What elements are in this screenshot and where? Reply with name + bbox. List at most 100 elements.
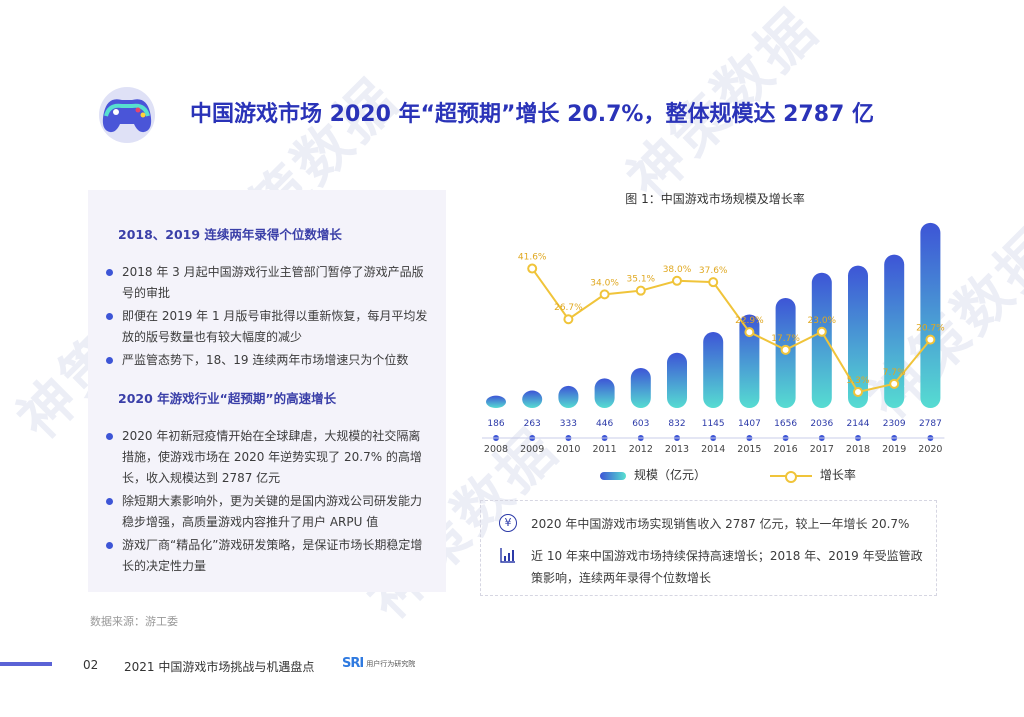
bar: [884, 254, 905, 408]
bar: [630, 367, 651, 408]
growth-point: [599, 289, 610, 300]
bullet-icon: [106, 498, 113, 505]
bullet-icon: [106, 357, 113, 364]
data-source: 数据来源：游工委: [90, 615, 178, 628]
growth-point: [889, 378, 900, 389]
bullet-text: 2018 年 3 月起中国游戏行业主管部门暂停了游戏产品版号的审批: [122, 265, 424, 300]
list-item: 即便在 2019 年 1 月版号审批得以重新恢复，每月平均发放的版号数量也有较大…: [106, 306, 432, 348]
legend-line-icon: [769, 470, 812, 483]
x-tick-label: 2009: [520, 444, 544, 455]
growth-label: 26.7%: [554, 303, 583, 313]
list-item: 除短期大素影响外，更为关键的是国内游戏公司研发能力稳步增强，高质量游戏内容推升了…: [106, 491, 432, 533]
yen-icon: ¥: [499, 514, 517, 532]
bar: [920, 222, 941, 408]
section-title: 2020 年游戏行业“超预期”的高速增长: [118, 391, 337, 406]
x-tick-label: 2019: [882, 444, 906, 455]
summary-panel: 2018、2019 连续两年录得个位数增长 2018 年 3 月起中国游戏行业主…: [88, 190, 446, 592]
bar: [486, 395, 506, 408]
finding-text: 近 10 年来中国游戏市场持续保持高速增长；2018 年、2019 年受监管政策…: [531, 549, 923, 585]
growth-point: [563, 314, 574, 325]
bar-value-label: 603: [632, 419, 649, 429]
bar-value-label: 832: [668, 419, 685, 429]
bar-value-label: 1145: [702, 419, 725, 429]
list-item: 2020 年初新冠疫情开始在全球肆虐，大规模的社交隔离措施，使游戏市场在 202…: [106, 426, 432, 489]
growth-label: 22.9%: [735, 316, 764, 326]
bar: [558, 385, 579, 408]
growth-label: 34.0%: [590, 278, 619, 288]
growth-point: [708, 277, 719, 288]
growth-label: 7.7%: [883, 368, 906, 378]
x-tick-label: 2014: [701, 444, 725, 455]
finding-text: 2020 年中国游戏市场实现销售收入 2787 亿元，较上一年增长 20.7%: [531, 517, 910, 531]
footer-title: 2021 中国游戏市场挑战与机遇盘点: [124, 660, 315, 674]
list-item: 严监管态势下，18、19 连续两年市场增速只为个位数: [106, 350, 432, 371]
page-number: 02: [83, 658, 99, 672]
page-title: 中国游戏市场 2020 年“超预期”增长 20.7%，整体规模达 2787 亿: [190, 102, 874, 127]
growth-label: 38.0%: [663, 265, 692, 275]
growth-label: 41.6%: [518, 253, 547, 263]
growth-label: 23.0%: [808, 316, 837, 326]
bullet-icon: [106, 433, 113, 440]
growth-point: [635, 285, 646, 296]
market-size-chart: 41.6% 26.7% 34.0% 35.1% 38.0% 37.6% 22.9% 17.7%…: [482, 222, 945, 455]
bullet-text: 游戏厂商“精品化”游戏研发策略，是保证市场长期稳定增长的决定性力量: [122, 538, 423, 573]
legend-swatch: [600, 471, 626, 480]
growth-point: [672, 275, 682, 286]
bar: [594, 378, 615, 408]
logo-mark: SRI: [342, 656, 364, 671]
finding-item: ¥ 2020 年中国游戏市场实现销售收入 2787 亿元，较上一年增长 20.7…: [499, 513, 931, 535]
footer-accent-bar: [0, 662, 52, 666]
bar-value-label: 186: [487, 419, 504, 429]
growth-line: [531, 267, 932, 394]
x-tick-label: 2008: [484, 444, 508, 455]
list-item: 2018 年 3 月起中国游戏行业主管部门暂停了游戏产品版号的审批: [106, 262, 432, 304]
x-tick-label: 2020: [918, 444, 942, 455]
bar: [848, 265, 868, 408]
list-item: 游戏厂商“精品化”游戏研发策略，是保证市场长期稳定增长的决定性力量: [106, 535, 432, 577]
bar: [667, 352, 687, 408]
x-tick-label: 2015: [737, 444, 761, 455]
growth-label: 17.7%: [771, 334, 800, 344]
bullet-list: 2020 年初新冠疫情开始在全球肆虐，大规模的社交隔离措施，使游戏市场在 202…: [106, 426, 432, 579]
bar-value-label: 2144: [847, 419, 870, 429]
key-findings-box: ¥ 2020 年中国游戏市场实现销售收入 2787 亿元，较上一年增长 20.7…: [480, 500, 937, 596]
chart-legend: 规模（亿元） 增长率: [600, 466, 916, 483]
legend-label: 增长率: [819, 468, 856, 482]
finding-item: 近 10 年来中国游戏市场持续保持高速增长；2018 年、2019 年受监管政策…: [499, 545, 931, 589]
x-tick-label: 2010: [556, 444, 580, 455]
bullet-list: 2018 年 3 月起中国游戏行业主管部门暂停了游戏产品版号的审批 即便在 20…: [106, 262, 432, 373]
growth-point: [853, 386, 863, 397]
bar: [811, 272, 832, 408]
growth-point: [780, 344, 791, 355]
growth-label: 20.7%: [916, 324, 945, 334]
growth-point: [744, 327, 755, 338]
bar-value-label: 263: [524, 419, 541, 429]
growth-point: [527, 263, 538, 274]
logo-text: 用户行为研究院: [366, 659, 416, 668]
growth-label: 35.1%: [627, 275, 656, 285]
bullet-text: 严监管态势下，18、19 连续两年市场增速只为个位数: [122, 353, 409, 367]
bar-value-label: 1407: [738, 419, 761, 429]
bar-value-label: 1656: [774, 419, 797, 429]
chart-title: 图 1：中国游戏市场规模及增长率: [625, 192, 805, 206]
bar: [739, 314, 760, 408]
sri-logo: SRI 用户行为研究院: [342, 656, 415, 671]
x-tick-label: 2017: [810, 444, 834, 455]
legend-label: 规模（亿元）: [634, 468, 707, 482]
bullet-icon: [106, 269, 113, 276]
growth-chart-icon: [499, 546, 517, 564]
bar: [703, 331, 724, 408]
bullet-text: 除短期大素影响外，更为关键的是国内游戏公司研发能力稳步增强，高质量游戏内容推升了…: [122, 494, 423, 529]
gamepad-icon: [92, 80, 162, 150]
bullet-text: 2020 年初新冠疫情开始在全球肆虐，大规模的社交隔离措施，使游戏市场在 202…: [122, 429, 422, 485]
growth-point: [816, 326, 827, 337]
bar-value-label: 2036: [810, 419, 833, 429]
x-tick-label: 2013: [665, 444, 689, 455]
legend-item-bar: 规模（亿元）: [600, 466, 706, 483]
bar-value-label: 446: [596, 419, 613, 429]
bullet-text: 即便在 2019 年 1 月版号审批得以重新恢复，每月平均发放的版号数量也有较大…: [122, 309, 428, 344]
x-tick-label: 2018: [846, 444, 870, 455]
bullet-icon: [106, 542, 113, 549]
bar-value-label: 2787: [919, 419, 942, 429]
growth-label: 5.3%: [847, 376, 870, 386]
